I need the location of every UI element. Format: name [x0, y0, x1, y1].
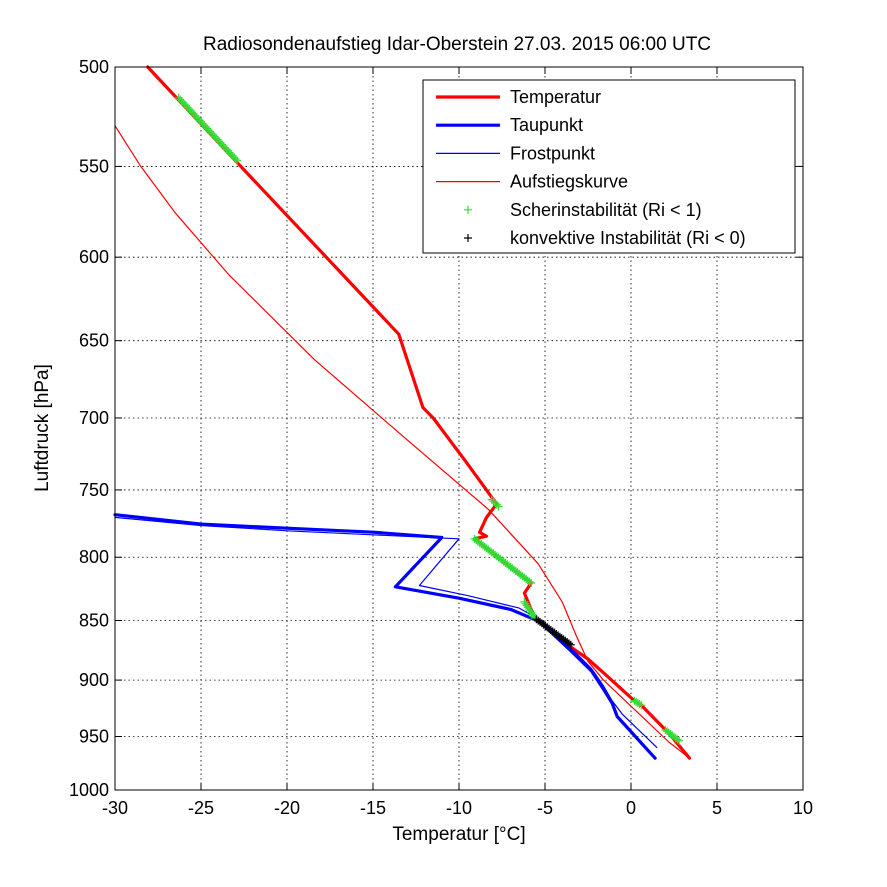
y-tick-label: 550 — [79, 156, 109, 176]
marker-plus — [637, 701, 646, 710]
ticks: -30 -25 -20 -15 -10 -5 0 5 10 500 550 600 650 700 750 8… — [69, 57, 813, 818]
marker-plus — [487, 495, 496, 504]
x-axis-label: Temperatur [°C] — [392, 824, 525, 845]
marker-plus — [525, 577, 534, 586]
marker-plus — [233, 156, 242, 165]
marker-plus — [564, 639, 573, 648]
legend-item-temperatur[interactable]: Temperatur — [436, 87, 601, 107]
series-line — [114, 125, 691, 759]
x-tick-label: 0 — [626, 798, 636, 818]
legend-label: Temperatur — [510, 87, 601, 107]
series-konvektive-instabilitaet-ri-0 — [532, 615, 575, 649]
marker-plus — [489, 497, 498, 506]
y-tick-label: 800 — [79, 547, 109, 567]
y-axis-label: Luftdruck [hPa] — [32, 364, 53, 492]
legend-label: konvektive Instabilität (Ri < 0) — [510, 228, 746, 248]
x-tick-label: 5 — [712, 798, 722, 818]
marker-plus — [527, 579, 536, 588]
y-tick-label: 1000 — [69, 780, 109, 800]
chart-title: Radiosondenaufstieg Idar-Oberstein 27.03… — [203, 34, 711, 55]
legend-box — [422, 79, 796, 254]
legend-item-frostpunkt[interactable]: Frostpunkt — [436, 143, 595, 163]
x-tick-label: -20 — [274, 798, 300, 818]
marker-plus — [231, 155, 240, 164]
y-tick-label: 750 — [79, 480, 109, 500]
y-tick-label: 500 — [79, 57, 109, 77]
legend-items: Temperatur Taupunkt Frostpunkt Aufstiegskur… — [436, 87, 746, 248]
y-tick-label: 600 — [79, 247, 109, 267]
series-line — [114, 516, 658, 748]
x-tick-label: -15 — [360, 798, 386, 818]
series-scherinstabilitaet-ri-1 — [174, 93, 684, 745]
legend-marker — [464, 234, 472, 242]
marker-plus — [491, 499, 500, 508]
x-tick-label: -25 — [188, 798, 214, 818]
series-layer — [113, 65, 692, 760]
y-tick-label: 950 — [79, 726, 109, 746]
marker-plus — [492, 500, 501, 509]
marker-plus — [635, 700, 644, 709]
grid — [115, 67, 803, 790]
legend-item-scherinstabilitaet-ri-1[interactable]: Scherinstabilität (Ri < 1) — [464, 200, 702, 220]
series-frostpunkt — [114, 516, 658, 748]
series-line — [113, 513, 657, 760]
series-aufstiegskurve — [114, 125, 691, 759]
x-tick-label: -30 — [102, 798, 128, 818]
legend-item-taupunkt[interactable]: Taupunkt — [436, 115, 583, 135]
y-tick-label: 850 — [79, 610, 109, 630]
y-tick-label: 900 — [79, 670, 109, 690]
marker-plus — [494, 502, 503, 511]
legend-label: Scherinstabilität (Ri < 1) — [510, 200, 702, 220]
x-tick-label: -10 — [446, 798, 472, 818]
marker-plus — [675, 736, 684, 745]
legend-item-konvektive-instabilitaet-ri-0[interactable]: konvektive Instabilität (Ri < 0) — [464, 228, 746, 248]
marker-plus — [673, 735, 682, 744]
legend-label: Frostpunkt — [510, 143, 595, 163]
x-tick-label: -5 — [537, 798, 553, 818]
x-tick-label: 10 — [793, 798, 813, 818]
marker-plus — [566, 640, 575, 649]
legend-label: Taupunkt — [510, 115, 583, 135]
legend-marker — [464, 205, 472, 214]
legend[interactable]: Temperatur Taupunkt Frostpunkt Aufstiegskur… — [422, 79, 796, 254]
legend-item-aufstiegskurve[interactable]: Aufstiegskurve — [436, 172, 628, 192]
y-tick-label: 650 — [79, 331, 109, 351]
series-taupunkt — [113, 513, 657, 760]
y-tick-label: 700 — [79, 408, 109, 428]
legend-label: Aufstiegskurve — [510, 172, 628, 192]
